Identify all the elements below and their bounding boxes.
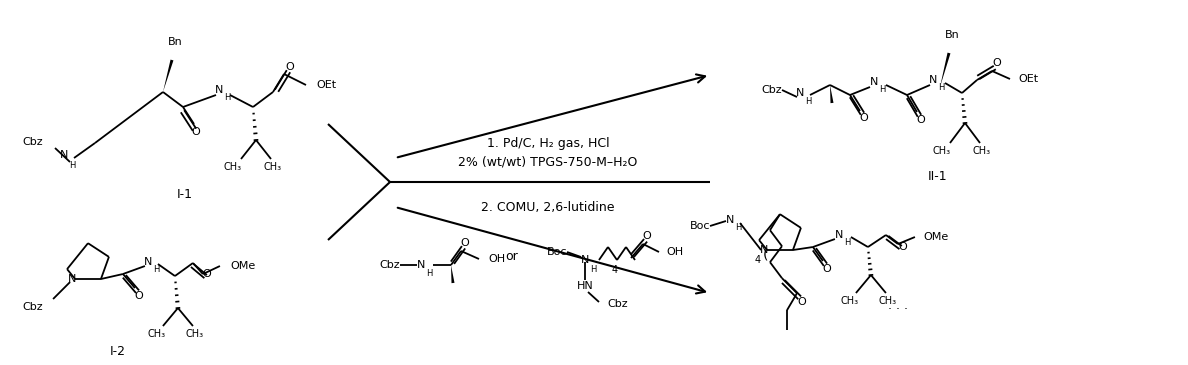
Text: O: O [643, 231, 651, 241]
Text: O: O [822, 264, 832, 274]
Text: N: N [417, 260, 425, 270]
Text: N: N [144, 257, 152, 267]
Text: H: H [735, 223, 741, 233]
Text: CH₃: CH₃ [264, 162, 282, 172]
Text: HN: HN [576, 281, 593, 291]
Text: 1. Pd/C, H₂ gas, HCl: 1. Pd/C, H₂ gas, HCl [487, 137, 609, 150]
Text: N: N [796, 88, 804, 98]
Text: N: N [870, 77, 878, 87]
Text: N: N [726, 215, 734, 225]
Text: H: H [589, 265, 596, 273]
Text: 4: 4 [612, 265, 618, 275]
Text: OEt: OEt [316, 80, 336, 90]
Text: CH₃: CH₃ [841, 296, 859, 306]
Text: (: ( [763, 247, 769, 261]
Text: or: or [506, 250, 518, 264]
Text: CH₃: CH₃ [933, 146, 952, 156]
Text: CH₃: CH₃ [185, 329, 204, 339]
Text: H: H [69, 161, 75, 169]
Polygon shape [830, 85, 834, 103]
Text: N: N [760, 245, 769, 255]
Text: O: O [797, 297, 807, 307]
Text: O: O [461, 238, 469, 248]
Text: Cbz: Cbz [762, 85, 782, 95]
Text: CH₃: CH₃ [973, 146, 991, 156]
Text: H: H [843, 238, 851, 246]
Text: 2% (wt/wt) TPGS-750-M–H₂O: 2% (wt/wt) TPGS-750-M–H₂O [459, 155, 638, 169]
Text: H: H [223, 93, 230, 103]
Text: Bn: Bn [944, 30, 960, 40]
Polygon shape [163, 59, 173, 92]
Text: N: N [59, 150, 68, 160]
Text: II-1: II-1 [928, 170, 948, 184]
Text: O: O [285, 62, 295, 72]
Text: I-2: I-2 [110, 345, 126, 358]
Text: H: H [153, 265, 159, 273]
Text: OEt: OEt [1018, 74, 1038, 84]
Text: Boc: Boc [546, 247, 567, 257]
Text: O: O [203, 269, 211, 279]
Text: CH₃: CH₃ [223, 162, 242, 172]
Text: · · ·: · · · [887, 303, 908, 315]
Text: O: O [134, 291, 144, 301]
Text: OMe: OMe [923, 232, 948, 242]
Text: Cbz: Cbz [23, 302, 43, 312]
Polygon shape [940, 53, 950, 87]
Text: O: O [993, 58, 1001, 68]
Text: 2. COMU, 2,6-lutidine: 2. COMU, 2,6-lutidine [481, 201, 614, 215]
Text: 4: 4 [754, 255, 762, 265]
Text: O: O [860, 113, 868, 123]
Text: H: H [937, 84, 944, 92]
Text: Cbz: Cbz [607, 299, 627, 309]
Text: OMe: OMe [230, 261, 255, 271]
Text: O: O [898, 242, 908, 252]
Text: Bn: Bn [168, 37, 183, 47]
Text: CH₃: CH₃ [147, 329, 166, 339]
Polygon shape [451, 265, 455, 283]
Text: N: N [581, 255, 589, 265]
Text: N: N [215, 85, 223, 95]
Text: N: N [929, 75, 937, 85]
Text: OH: OH [666, 247, 683, 257]
Text: H: H [804, 96, 811, 105]
Text: O: O [191, 127, 201, 137]
Text: OH: OH [488, 254, 505, 264]
Text: Cbz: Cbz [379, 260, 400, 270]
Text: H: H [425, 269, 432, 277]
Text: I-1: I-1 [177, 188, 192, 201]
Text: Cbz: Cbz [23, 137, 43, 147]
Text: N: N [835, 230, 843, 240]
Text: N: N [68, 274, 76, 284]
Text: Boc: Boc [689, 221, 710, 231]
Text: CH₃: CH₃ [879, 296, 897, 306]
Text: H: H [879, 85, 885, 95]
Text: O: O [917, 115, 925, 125]
